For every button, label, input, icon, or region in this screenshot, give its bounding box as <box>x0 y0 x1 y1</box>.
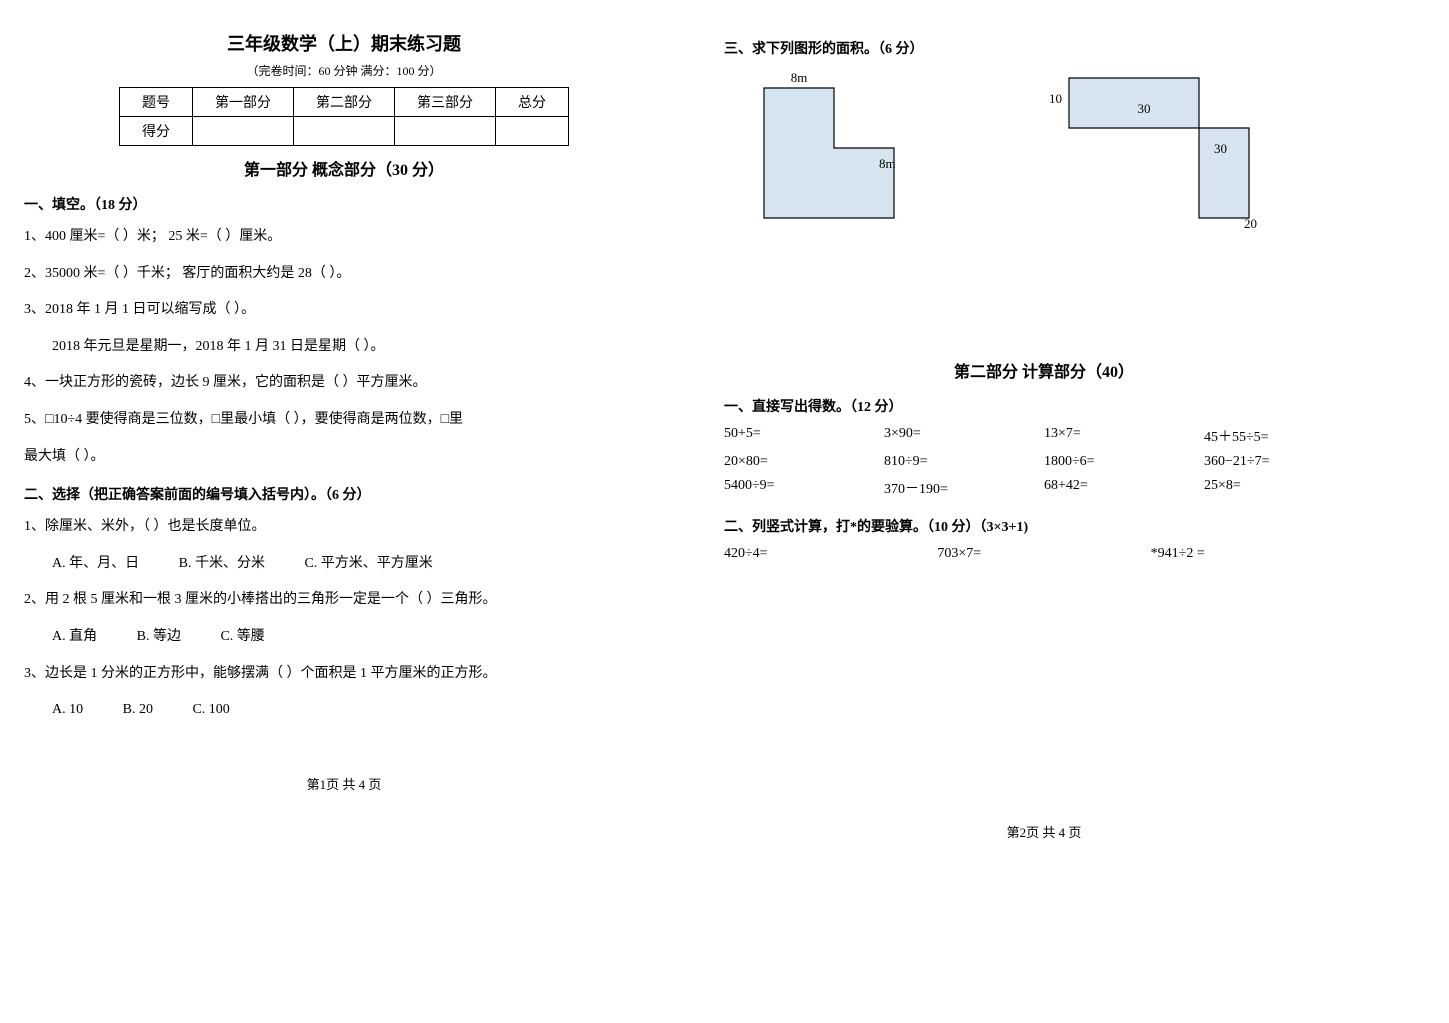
fill-q3b: 2018 年元旦是星期一，2018 年 1 月 31 日是星期（ ）。 <box>24 334 664 361</box>
score-header: 题号 <box>120 88 193 117</box>
fill-q2: 2、35000 米=（ ）千米； 客厅的面积大约是 28（ ）。 <box>24 261 664 288</box>
mental-cell: 5400÷9= <box>724 478 884 498</box>
fill-q5a: 5、□10÷4 要使得商是三位数，□里最小填（ ），要使得商是两位数，□里 <box>24 407 664 434</box>
choice-option: A. 年、月、日 <box>52 551 139 578</box>
vertical-cell: *941÷2 = <box>1151 546 1364 562</box>
table-row: 得分 <box>120 117 569 146</box>
score-table: 题号 第一部分 第二部分 第三部分 总分 得分 <box>119 87 569 146</box>
page-1: 三年级数学（上）期末练习题 （完卷时间：60 分钟 满分：100 分） 题号 第… <box>24 24 664 841</box>
score-header: 第一部分 <box>193 88 294 117</box>
choice-q3-options: A. 10 B. 20 C. 100 <box>24 697 664 724</box>
mental-cell: 3×90= <box>884 426 1044 446</box>
score-header: 总分 <box>496 88 569 117</box>
p1-s2-heading: 二、选择（把正确答案前面的编号填入括号内）。（6 分） <box>24 484 664 504</box>
mental-cell: 68+42= <box>1044 478 1204 498</box>
mental-row: 50+5= 3×90= 13×7= 45＋55÷5= <box>724 426 1364 446</box>
p2-s2-heading: 二、列竖式计算，打*的要验算。（10 分）（3×3+1) <box>724 516 1364 536</box>
vertical-row: 420÷4= 703×7= *941÷2 = <box>724 546 1364 562</box>
choice-option: A. 直角 <box>52 624 97 651</box>
score-header: 第三部分 <box>395 88 496 117</box>
fill-q3a: 3、2018 年 1 月 1 日可以缩写成（ ）。 <box>24 297 664 324</box>
score-cell <box>496 117 569 146</box>
mental-cell: 810÷9= <box>884 454 1044 470</box>
choice-q1-options: A. 年、月、日 B. 千米、分米 C. 平方米、平方厘米 <box>24 551 664 578</box>
svg-text:8m: 8m <box>791 70 808 85</box>
mental-cell: 1800÷6= <box>1044 454 1204 470</box>
svg-text:30: 30 <box>1138 101 1151 116</box>
p1-s3-heading: 三、求下列图形的面积。（6 分） <box>724 38 1364 58</box>
vertical-cell: 420÷4= <box>724 546 937 562</box>
svg-text:8m: 8m <box>879 156 896 171</box>
figure-right-shape: 10 30 30 20 <box>1044 68 1284 268</box>
choice-q2: 2、用 2 根 5 厘米和一根 3 厘米的小棒搭出的三角形一定是一个（ ）三角形… <box>24 587 664 614</box>
mental-cell: 20×80= <box>724 454 884 470</box>
p1-s1-heading: 一、填空。（18 分） <box>24 194 664 214</box>
part2-title: 第二部分 计算部分（40） <box>724 358 1364 382</box>
score-header: 第二部分 <box>294 88 395 117</box>
vertical-cell: 703×7= <box>937 546 1150 562</box>
svg-text:30: 30 <box>1214 141 1227 156</box>
choice-option: C. 100 <box>192 697 229 724</box>
score-cell <box>193 117 294 146</box>
mental-cell: 13×7= <box>1044 426 1204 446</box>
svg-text:20: 20 <box>1244 216 1257 231</box>
choice-option: C. 平方米、平方厘米 <box>304 551 432 578</box>
fill-q1: 1、400 厘米=（ ）米； 25 米=（ ）厘米。 <box>24 224 664 251</box>
page-2: 三、求下列图形的面积。（6 分） 8m 8m 10 30 30 20 第二部分 … <box>724 24 1364 841</box>
choice-q1: 1、除厘米、米外，（ ）也是长度单位。 <box>24 514 664 541</box>
choice-option: B. 20 <box>123 697 153 724</box>
table-row: 题号 第一部分 第二部分 第三部分 总分 <box>120 88 569 117</box>
mental-row: 5400÷9= 370－190= 68+42= 25×8= <box>724 478 1364 498</box>
svg-text:10: 10 <box>1049 91 1062 106</box>
score-row-label: 得分 <box>120 117 193 146</box>
p2-s1-heading: 一、直接写出得数。（12 分） <box>724 396 1364 416</box>
fill-q4: 4、一块正方形的瓷砖，边长 9 厘米，它的面积是（ ）平方厘米。 <box>24 370 664 397</box>
page-footer-1: 第1页 共 4 页 <box>24 774 664 793</box>
choice-option: B. 等边 <box>137 624 181 651</box>
mental-cell: 45＋55÷5= <box>1204 426 1364 446</box>
choice-q3: 3、边长是 1 分米的正方形中，能够摆满（ ）个面积是 1 平方厘米的正方形。 <box>24 661 664 688</box>
subtitle: （完卷时间：60 分钟 满分：100 分） <box>24 62 664 79</box>
mental-row: 20×80= 810÷9= 1800÷6= 360−21÷7= <box>724 454 1364 470</box>
mental-cell: 360−21÷7= <box>1204 454 1364 470</box>
figure-l-shape: 8m 8m <box>724 68 914 228</box>
area-figures: 8m 8m 10 30 30 20 <box>724 68 1364 268</box>
score-cell <box>395 117 496 146</box>
fill-q5b: 最大填（ ）。 <box>24 444 664 471</box>
mental-cell: 50+5= <box>724 426 884 446</box>
choice-option: C. 等腰 <box>220 624 264 651</box>
choice-q2-options: A. 直角 B. 等边 C. 等腰 <box>24 624 664 651</box>
mental-cell: 370－190= <box>884 478 1044 498</box>
main-title: 三年级数学（上）期末练习题 <box>24 30 664 56</box>
score-cell <box>294 117 395 146</box>
choice-option: A. 10 <box>52 697 83 724</box>
part1-title: 第一部分 概念部分（30 分） <box>24 156 664 180</box>
page-footer-2: 第2页 共 4 页 <box>724 822 1364 841</box>
choice-option: B. 千米、分米 <box>179 551 265 578</box>
mental-cell: 25×8= <box>1204 478 1364 498</box>
